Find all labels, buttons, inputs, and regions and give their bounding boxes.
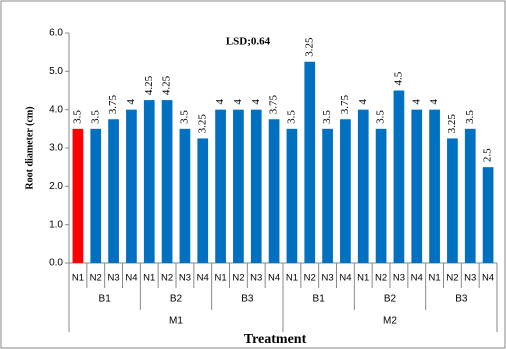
bar [108, 119, 119, 263]
bar [250, 109, 262, 264]
y-tick-label: 3.0 [49, 143, 63, 154]
bar [161, 100, 173, 263]
x-tick-label: N2 [90, 273, 102, 284]
y-axis-label: Root diameter (cm) [24, 106, 35, 189]
data-label: 4 [410, 99, 422, 105]
bar [179, 128, 191, 263]
bar [340, 119, 351, 263]
x-tick-label: N1 [72, 273, 84, 284]
bar [322, 128, 333, 263]
data-label: 2.5 [482, 148, 494, 162]
data-label: 3.5 [375, 110, 387, 124]
bar [143, 100, 155, 263]
x-tick-label: N2 [304, 273, 316, 284]
data-label: 3.75 [339, 95, 351, 115]
bar [268, 119, 280, 263]
y-tick-label: 6.0 [49, 28, 63, 39]
x-axis-label: Treatment [244, 332, 307, 347]
data-label: 4 [250, 99, 262, 105]
bar [233, 109, 244, 264]
x-tick-label: N1 [286, 273, 298, 284]
x-tick-label: N3 [250, 273, 262, 284]
x-tick-label: N3 [108, 273, 120, 284]
bar [286, 128, 298, 263]
annotation: LSD;0.64 [226, 36, 271, 48]
group-label: B3 [455, 294, 468, 305]
x-tick-label: N4 [125, 273, 137, 284]
data-label: 3.75 [107, 95, 119, 115]
data-label: 3.5 [285, 110, 297, 124]
data-label: 3.5 [464, 110, 476, 124]
x-tick-label: N2 [375, 273, 387, 284]
data-label: 4.25 [143, 75, 155, 95]
data-label: 3.5 [71, 110, 83, 124]
bar [464, 128, 476, 263]
data-label: 4 [357, 99, 369, 105]
y-tick-label: 1.0 [49, 219, 63, 230]
data-label: 3.75 [268, 95, 280, 115]
group-label: M1 [169, 316, 183, 327]
data-label: 4.5 [392, 71, 404, 85]
y-tick-label: 5.0 [49, 66, 63, 77]
x-tick-label: N3 [179, 273, 191, 284]
x-tick-label: N1 [357, 273, 369, 284]
x-tick-label: N1 [429, 273, 441, 284]
bar [447, 138, 458, 263]
bar [393, 90, 405, 263]
data-label: 3.25 [303, 37, 315, 57]
bar [411, 109, 423, 264]
x-tick-label: N1 [215, 273, 227, 284]
x-tick-label: N3 [393, 273, 405, 284]
bar [429, 109, 440, 264]
data-label: 4 [428, 99, 440, 105]
group-label: B2 [384, 294, 397, 305]
data-label: 3.25 [196, 114, 208, 134]
group-label: B1 [99, 294, 112, 305]
x-tick-label: N2 [446, 273, 458, 284]
bar [482, 167, 494, 263]
group-label: B2 [170, 294, 183, 305]
x-tick-label: N2 [161, 273, 173, 284]
group-label: B3 [241, 294, 254, 305]
bar [197, 138, 209, 263]
bar [215, 109, 226, 264]
x-tick-label: N4 [482, 273, 494, 284]
group-label: M2 [383, 316, 397, 327]
data-label: 3.25 [446, 114, 458, 134]
x-tick-label: N3 [464, 273, 476, 284]
bar [126, 109, 137, 264]
x-tick-label: N4 [197, 273, 209, 284]
y-tick-label: 4.0 [49, 104, 63, 115]
data-label: 4 [125, 99, 137, 105]
bar [375, 128, 387, 263]
x-tick-label: N4 [411, 273, 423, 284]
x-tick-label: N2 [232, 273, 244, 284]
bar [90, 128, 102, 263]
data-label: 3.5 [321, 110, 333, 124]
group-label: B1 [313, 294, 326, 305]
data-label: 4 [214, 99, 226, 105]
x-tick-label: N3 [322, 273, 334, 284]
y-tick-label: 0.0 [49, 258, 63, 269]
x-tick-label: N4 [268, 273, 280, 284]
x-tick-label: N4 [339, 273, 351, 284]
y-tick-label: 2.0 [49, 181, 63, 192]
bar [72, 128, 84, 263]
bar [304, 61, 316, 263]
x-tick-label: N1 [143, 273, 155, 284]
data-label: 4 [232, 99, 244, 105]
data-label: 3.5 [178, 110, 190, 124]
bar [357, 109, 369, 264]
data-label: 3.5 [89, 110, 101, 124]
data-label: 4.25 [161, 75, 173, 95]
